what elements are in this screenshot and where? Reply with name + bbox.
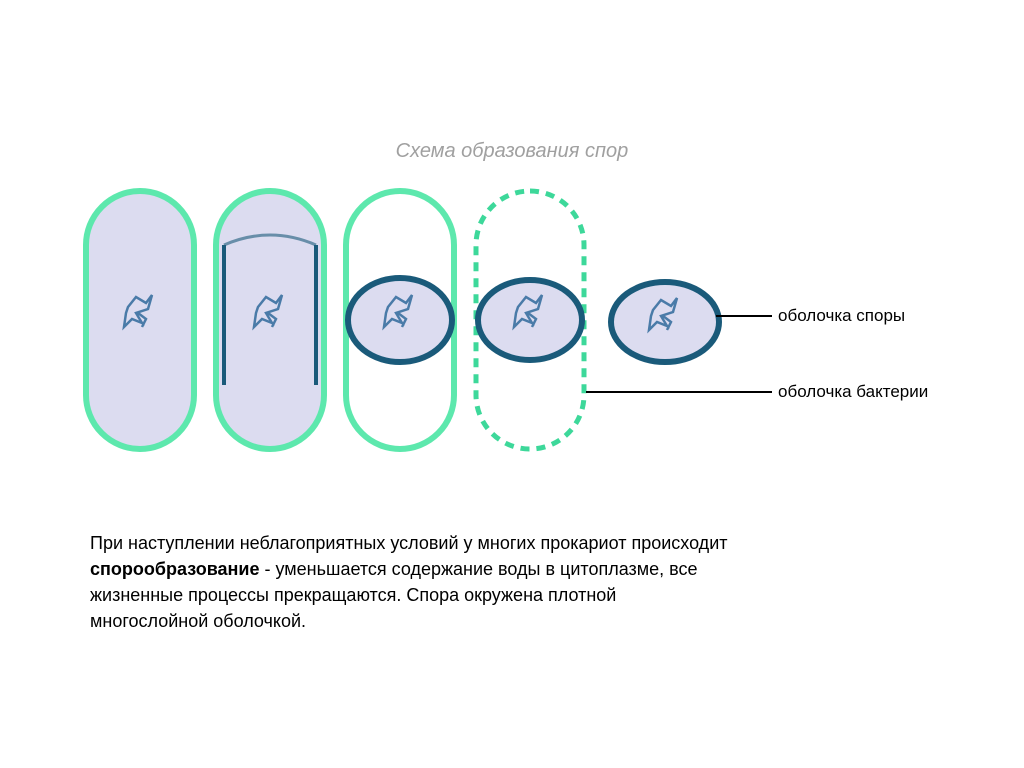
- label-spore-shell: оболочка споры: [778, 306, 905, 326]
- label-line-bacteria: [586, 391, 772, 393]
- stage-5-spore: [605, 275, 725, 370]
- stage-2-cell: [210, 185, 330, 455]
- spore-formation-diagram: оболочка споры оболочка бактерии: [80, 185, 960, 465]
- stage-1-cell: [80, 185, 200, 455]
- diagram-title: Схема образования спор: [0, 140, 1024, 163]
- desc-part1: При наступлении неблагоприятных условий …: [90, 533, 728, 553]
- label-bacteria-shell: оболочка бактерии: [778, 382, 928, 402]
- desc-bold: спорообразование: [90, 559, 260, 579]
- stage-3-cell: [340, 185, 460, 455]
- label-line-spore: [716, 315, 772, 317]
- description-text: При наступлении неблагоприятных условий …: [90, 530, 730, 634]
- stage-4-cell: [470, 185, 590, 455]
